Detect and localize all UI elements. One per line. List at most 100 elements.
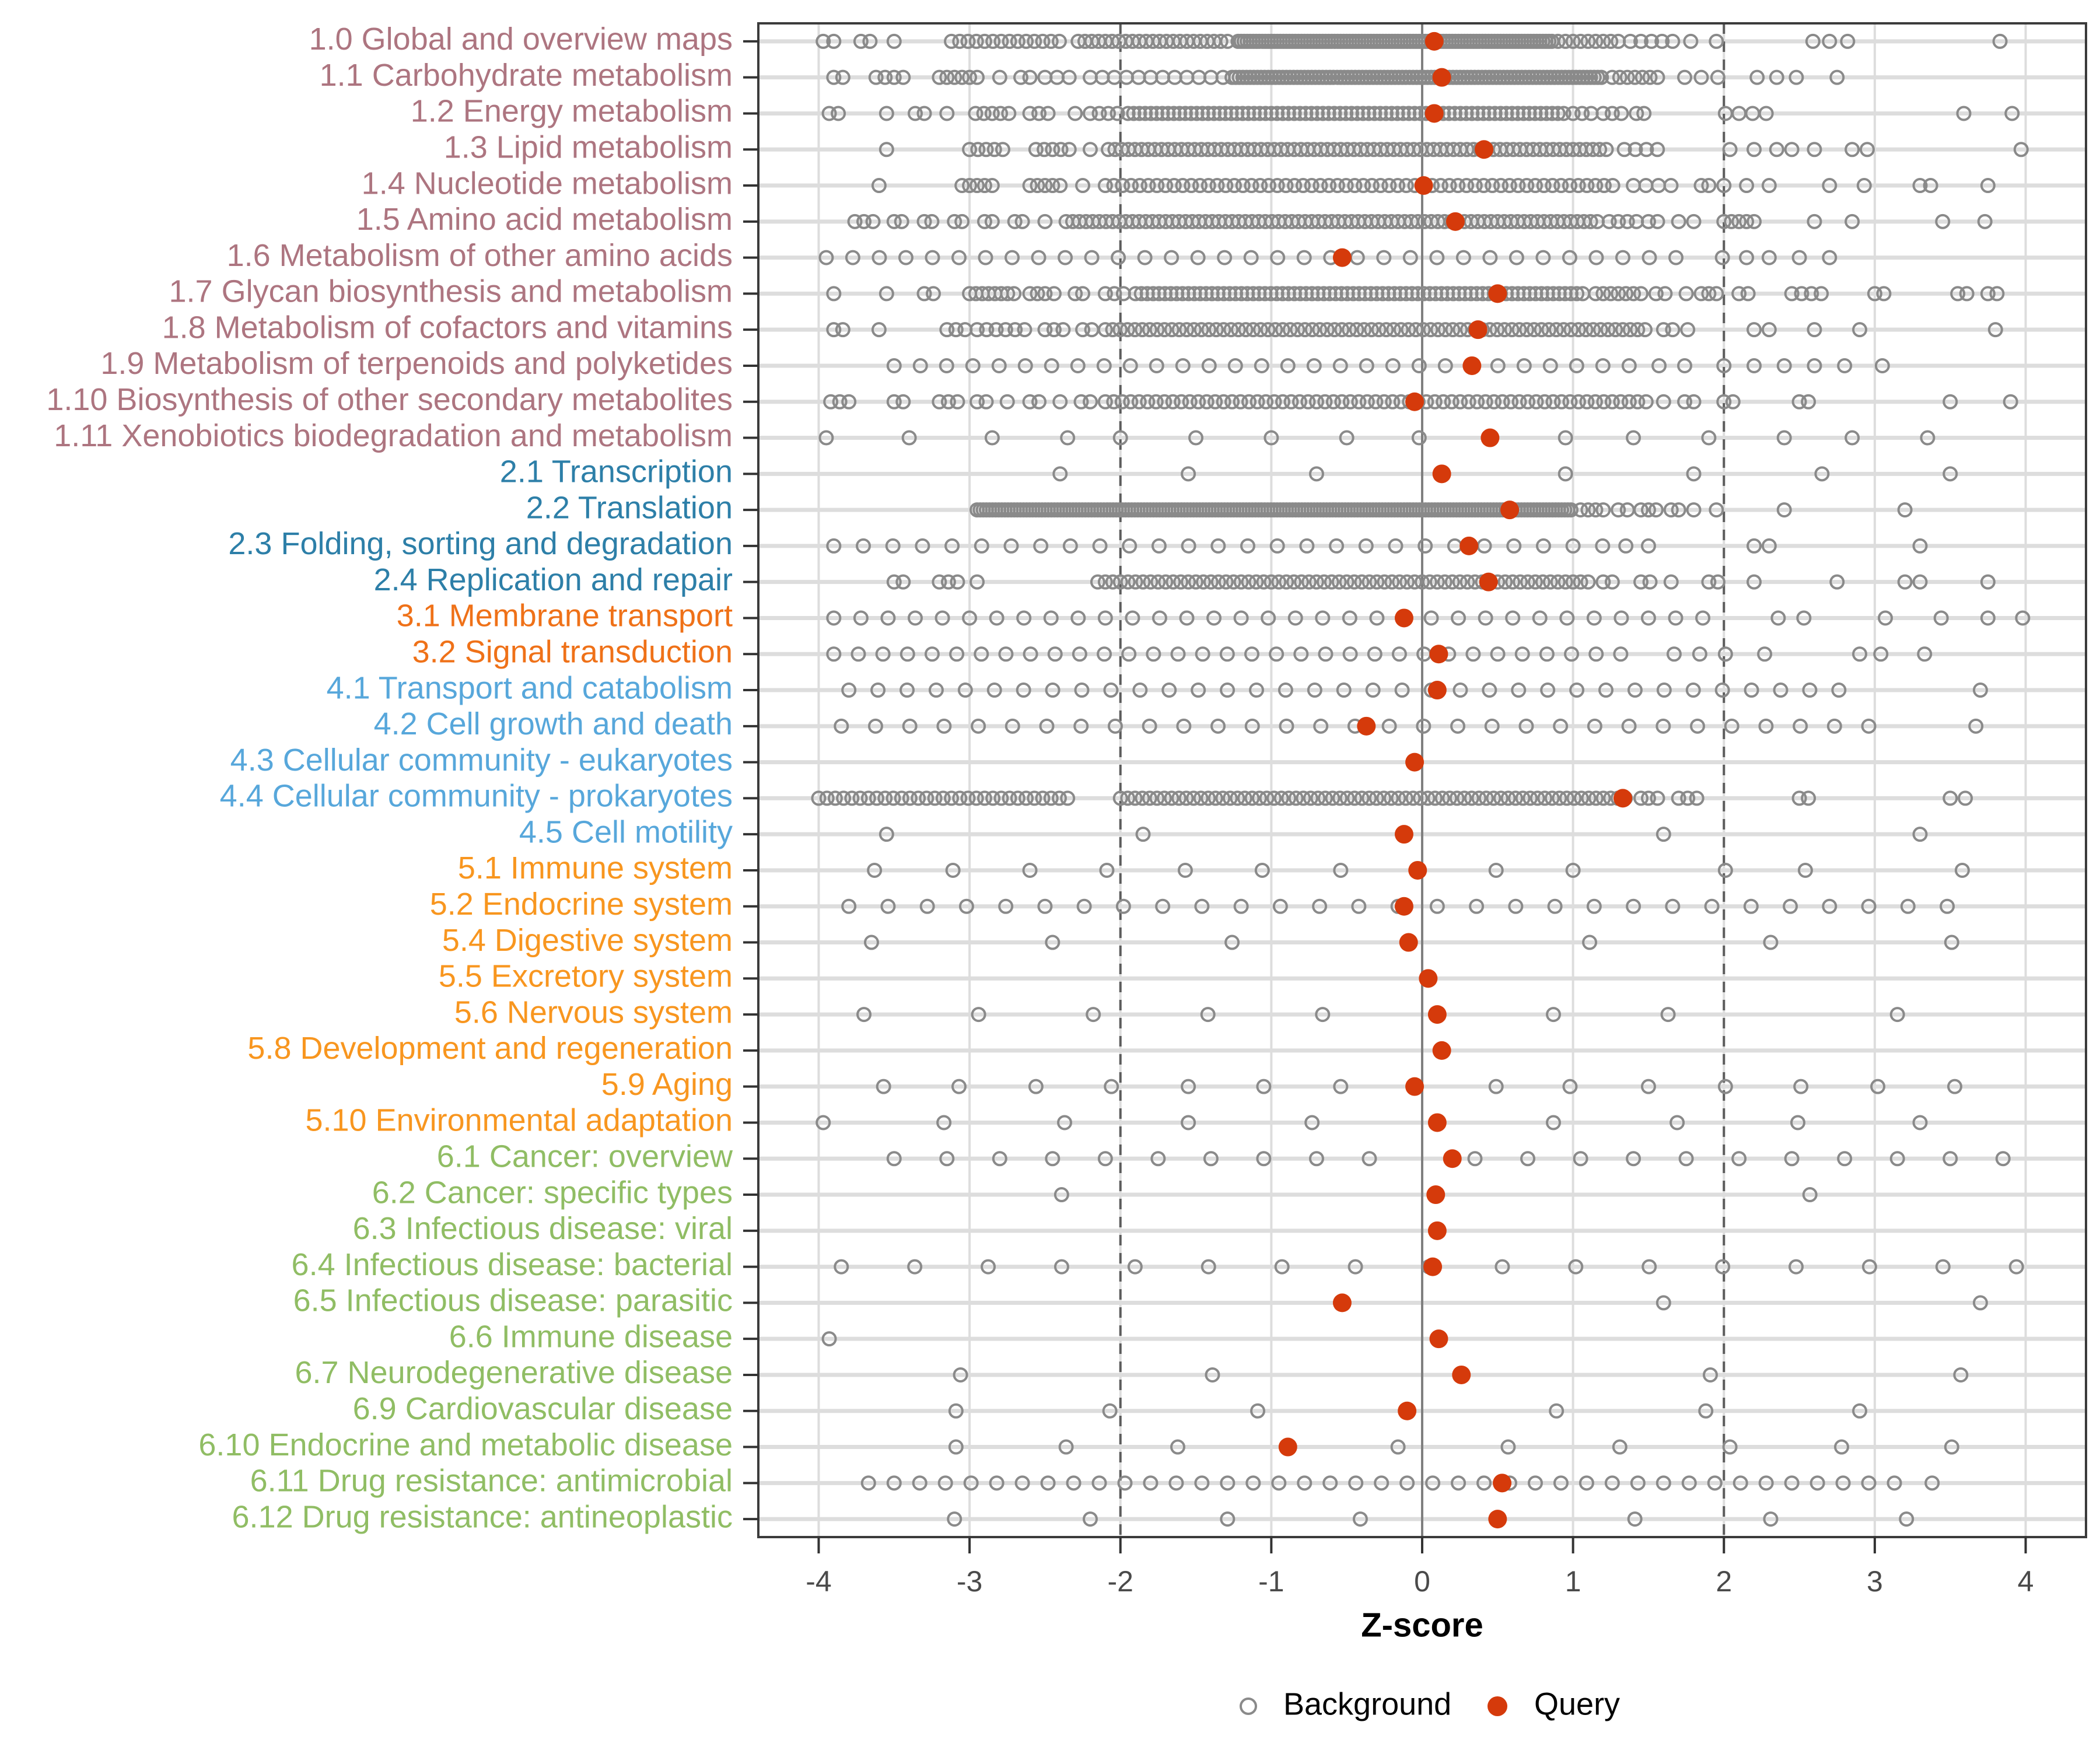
background-point: [1200, 1259, 1216, 1275]
background-point: [1182, 394, 1198, 410]
background-point: [1373, 106, 1388, 121]
background-point: [1579, 394, 1595, 410]
background-point: [1416, 718, 1432, 734]
background-point: [1980, 286, 1996, 302]
background-point: [1621, 718, 1637, 734]
axis-layer: -4 -3 -2 -1 0 1 2 3 4: [743, 40, 2034, 1598]
background-point: [1611, 286, 1626, 302]
background-point: [1017, 322, 1032, 338]
background-point: [1057, 1115, 1073, 1130]
background-point: [1546, 1007, 1562, 1023]
background-point: [1157, 394, 1172, 410]
background-point: [1052, 394, 1068, 410]
background-point: [1192, 178, 1208, 194]
background-point: [1275, 106, 1291, 121]
background-point: [1175, 178, 1191, 194]
query-point: [1479, 572, 1498, 592]
points-layer: [811, 32, 2031, 1529]
y-axis-label: 5.1 Immune system: [458, 850, 733, 886]
y-axis-label: 1.3 Lipid metabolism: [444, 130, 733, 165]
background-point: [2015, 610, 2031, 626]
background-point: [1199, 394, 1214, 410]
background-point: [1106, 394, 1122, 410]
background-point: [1761, 250, 1777, 265]
background-point: [1689, 790, 1704, 806]
background-point: [1671, 214, 1686, 229]
background-point: [1401, 322, 1416, 338]
background-point: [1105, 574, 1121, 590]
background-point: [1650, 214, 1665, 229]
background-point: [2003, 394, 2018, 410]
background-point: [1014, 1475, 1030, 1491]
background-point: [1030, 286, 1045, 302]
background-point: [1101, 106, 1116, 121]
background-point: [1467, 1151, 1483, 1167]
background-point: [978, 394, 994, 410]
background-point: [1761, 538, 1777, 554]
background-point: [1203, 574, 1219, 590]
background-point: [1061, 69, 1077, 85]
background-point: [1164, 322, 1180, 338]
background-point: [1814, 286, 1829, 302]
background-point: [1461, 394, 1476, 410]
background-point: [886, 574, 902, 590]
background-point: [1504, 106, 1520, 121]
background-point: [970, 178, 985, 194]
background-point: [1022, 394, 1038, 410]
background-point: [1558, 466, 1573, 482]
background-point: [1657, 286, 1673, 302]
background-point: [1188, 574, 1204, 590]
background-point: [1031, 106, 1047, 121]
background-point: [1553, 1475, 1569, 1491]
background-point: [1022, 178, 1038, 194]
background-point: [1254, 358, 1269, 373]
background-point: [1223, 322, 1239, 338]
background-point: [1716, 394, 1732, 410]
background-point: [895, 69, 911, 85]
background-point: [835, 322, 850, 338]
background-point: [1190, 250, 1206, 265]
background-point: [850, 646, 866, 662]
background-point: [1556, 322, 1572, 338]
background-point: [1075, 178, 1091, 194]
background-point: [988, 322, 1004, 338]
background-point: [1527, 178, 1543, 194]
background-point: [948, 322, 964, 338]
y-axis-label: 6.12 Drug resistance: antineoplastic: [232, 1499, 733, 1534]
background-point: [1237, 790, 1252, 806]
background-point: [1478, 610, 1493, 626]
background-point: [926, 286, 942, 302]
query-point: [1443, 1149, 1462, 1168]
background-point: [1010, 33, 1026, 49]
background-point: [1384, 574, 1400, 590]
background-point: [1452, 394, 1468, 410]
background-point: [1867, 286, 1882, 302]
background-point: [1595, 286, 1611, 302]
background-point: [1717, 646, 1733, 662]
background-point: [1604, 1475, 1620, 1491]
background-point: [1933, 610, 1949, 626]
background-point: [1131, 394, 1147, 410]
background-point: [1788, 1259, 1804, 1275]
background-point: [841, 898, 857, 914]
background-point: [1369, 610, 1385, 626]
background-point: [1615, 250, 1630, 265]
background-point: [1325, 394, 1341, 410]
background-point: [2004, 106, 2020, 121]
background-point: [1897, 574, 1913, 590]
background-point: [844, 790, 860, 806]
background-point: [1092, 538, 1108, 554]
y-axis-label: 4.2 Cell growth and death: [374, 706, 733, 741]
background-point: [1578, 1475, 1594, 1491]
y-axis-label: 6.6 Immune disease: [449, 1319, 733, 1354]
background-point: [954, 178, 970, 194]
background-point: [1481, 106, 1497, 121]
background-point: [1788, 69, 1804, 85]
background-point: [1142, 718, 1157, 734]
background-point: [834, 1259, 849, 1275]
background-point: [1315, 610, 1331, 626]
background-point: [1254, 862, 1270, 878]
background-point: [1508, 898, 1524, 914]
background-point: [1763, 935, 1779, 950]
background-point: [1037, 322, 1053, 338]
